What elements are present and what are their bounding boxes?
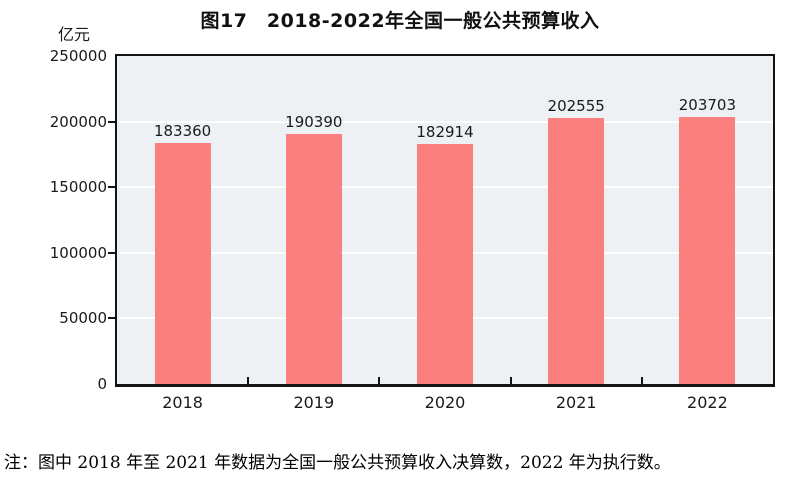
value-label-2020: 182914 [416, 123, 474, 142]
gridline [117, 120, 773, 123]
y-axis-tick [108, 251, 115, 254]
value-label-2022: 203703 [678, 95, 737, 114]
value-label-2021: 202555 [547, 97, 605, 116]
x-axis-tick [378, 377, 381, 384]
x-category-label-2018: 2018 [162, 393, 203, 412]
bar-2019 [285, 134, 342, 384]
x-category-label-2022: 2022 [687, 393, 728, 412]
bar-2022 [679, 116, 736, 384]
y-tick-label-250000: 250000 [49, 47, 107, 65]
x-axis-tick [640, 377, 643, 384]
bar-2018 [154, 143, 211, 384]
y-tick-label-150000: 150000 [49, 178, 107, 197]
bar-2020 [417, 144, 473, 384]
x-category-label-2020: 2020 [424, 393, 466, 412]
y-tick-label-50000: 50000 [59, 309, 107, 328]
x-axis-tick [509, 377, 512, 384]
footnote: 注：图中 2018 年至 2021 年数据为全国一般公共预算收入决算数，2022… [4, 453, 671, 473]
x-category-label-2019: 2019 [293, 393, 335, 412]
value-label-2019: 190390 [285, 113, 343, 132]
x-category-label-2021: 2021 [555, 393, 597, 412]
y-axis-tick [108, 317, 115, 320]
chart-title: 图17 2018-2022年全国一般公共预算收入 [200, 10, 600, 32]
y-axis-unit-label: 亿元 [58, 25, 91, 44]
bar-2021 [548, 118, 605, 384]
y-tick-label-0: 0 [97, 375, 107, 393]
value-label-2018: 183360 [153, 122, 212, 141]
y-axis-tick [108, 186, 115, 189]
y-axis-tick [108, 120, 115, 123]
plot-area [115, 54, 775, 387]
y-tick-label-100000: 100000 [49, 243, 107, 262]
y-tick-label-200000: 200000 [49, 112, 107, 131]
x-axis-tick [247, 377, 250, 384]
